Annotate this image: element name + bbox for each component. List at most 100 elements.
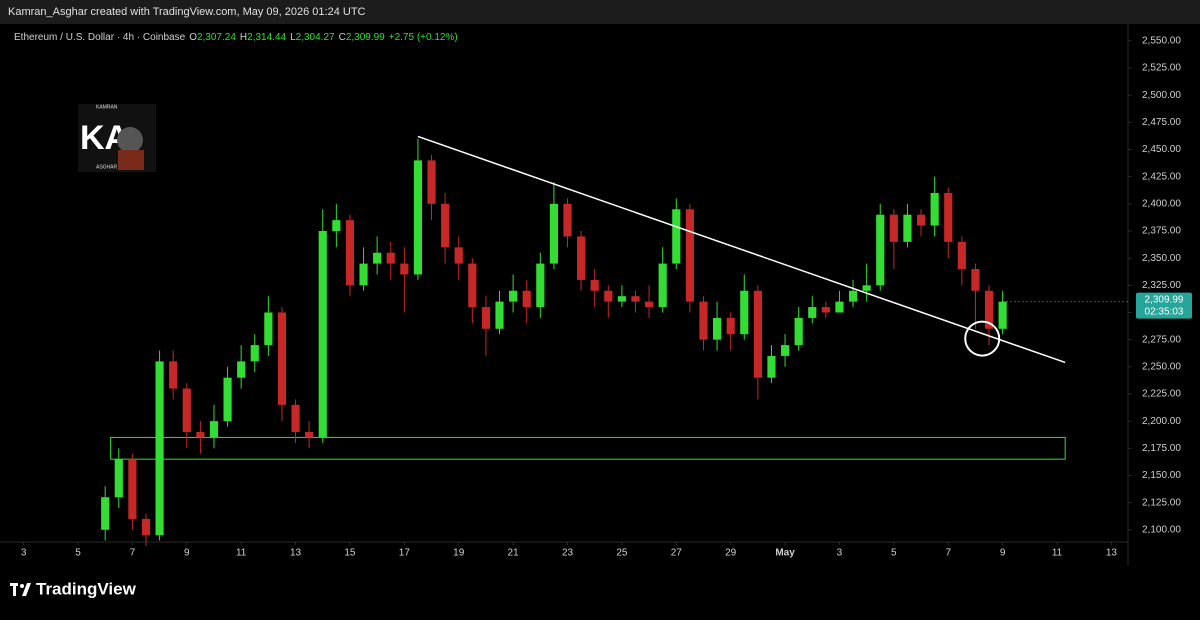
ohlc-value: 2,309.99 <box>346 32 385 43</box>
last-price-label: 2,309.99 <box>1145 294 1184 305</box>
symbol-legend: Ethereum / U.S. Dollar · 4h · Coinbase O2… <box>14 32 458 43</box>
support-zone <box>110 436 1066 460</box>
x-tick-label: 3 <box>837 548 843 559</box>
candle-body <box>509 290 518 302</box>
candle-body <box>971 269 980 291</box>
x-tick-label: 21 <box>508 548 520 559</box>
candle-body <box>903 214 912 242</box>
ohlc-value: 2,314.44 <box>247 32 286 43</box>
x-tick-label: May <box>775 548 795 559</box>
candle-body <box>767 355 776 378</box>
x-tick-label: 3 <box>21 548 27 559</box>
logo-mark <box>22 583 31 596</box>
x-tick-label: 9 <box>1000 548 1006 559</box>
watermark-bottom: ASGHAR <box>96 164 118 170</box>
watermark-top: KAMRAN <box>96 104 118 110</box>
candle-body <box>916 214 926 226</box>
candle-body <box>345 220 355 286</box>
candle-body <box>699 301 708 340</box>
candle-body <box>182 388 191 433</box>
candle-body <box>631 296 640 302</box>
candle-body <box>712 317 722 340</box>
watermark-figure-body <box>118 150 144 170</box>
symbol-title: Ethereum / U.S. Dollar · 4h · Coinbase <box>14 32 186 43</box>
candle-body <box>780 345 790 356</box>
candle-body <box>794 317 803 346</box>
ohlc-key: L <box>290 32 296 43</box>
last-price-badge <box>1136 292 1192 319</box>
candle-body <box>672 209 681 264</box>
watermark-figure <box>117 127 143 153</box>
candle-body <box>753 290 762 378</box>
ohlc-key: O <box>189 32 197 43</box>
candle-body <box>155 361 164 536</box>
caption: Kamran_Asghar created with TradingView.c… <box>8 6 366 18</box>
x-tick-label: 23 <box>562 548 574 559</box>
candle-body <box>889 214 898 242</box>
y-tick-label: 2,200.00 <box>1142 416 1181 427</box>
candle-body <box>250 345 259 362</box>
candle-body <box>223 377 232 422</box>
candle-body <box>984 290 994 329</box>
candle-body <box>413 160 423 275</box>
candle-body <box>604 290 613 302</box>
y-tick-label: 2,525.00 <box>1142 63 1181 74</box>
candle-body <box>645 301 654 308</box>
candle-body <box>277 312 287 405</box>
x-tick-label: 5 <box>891 548 897 559</box>
y-tick-label: 2,275.00 <box>1142 334 1181 345</box>
candle-body <box>305 432 314 438</box>
trendline <box>417 135 1066 364</box>
x-tick-label: 5 <box>75 548 81 559</box>
candle-body <box>930 192 939 226</box>
y-tick-label: 2,325.00 <box>1142 280 1181 291</box>
candle-body <box>617 296 626 302</box>
candle-body <box>658 263 667 308</box>
candle-body <box>114 459 123 498</box>
x-tick-label: 13 <box>290 548 302 559</box>
candle-body <box>998 301 1007 329</box>
candle-body <box>468 263 477 308</box>
candle-body <box>237 361 246 378</box>
y-tick-label: 2,100.00 <box>1142 524 1181 535</box>
x-tick-label: 7 <box>130 548 136 559</box>
candle-body <box>563 203 572 237</box>
candle-body <box>876 214 885 286</box>
candle-body <box>359 263 368 286</box>
candle-body <box>264 312 273 346</box>
y-tick-label: 2,150.00 <box>1142 470 1181 481</box>
footer-logo: TradingView <box>10 579 137 598</box>
candle-body <box>536 263 545 308</box>
logo-mark <box>13 583 16 596</box>
y-tick-label: 2,350.00 <box>1142 253 1181 264</box>
candle-body <box>427 160 436 204</box>
candle-body <box>522 290 531 308</box>
candle-body <box>590 279 599 291</box>
candle-body <box>196 432 205 438</box>
change: +2.75 (+0.12%) <box>389 32 458 43</box>
candle-body <box>386 252 395 264</box>
x-tick-label: 15 <box>344 548 356 559</box>
candle-body <box>332 220 341 232</box>
y-tick-label: 2,400.00 <box>1142 198 1181 209</box>
x-tick-label: 7 <box>945 548 951 559</box>
watermark: KAMRAN KA ASGHAR <box>78 104 156 172</box>
y-tick-label: 2,125.00 <box>1142 497 1181 508</box>
x-tick-label: 29 <box>725 548 737 559</box>
logo-mark <box>20 584 24 588</box>
candle-body <box>726 317 735 335</box>
candle-body <box>101 497 110 530</box>
candle-body <box>821 307 830 313</box>
candle-body <box>209 421 219 438</box>
candle-body <box>957 241 966 270</box>
y-tick-label: 2,375.00 <box>1142 226 1181 237</box>
y-tick-label: 2,250.00 <box>1142 361 1181 372</box>
y-tick-label: 2,175.00 <box>1142 443 1181 454</box>
symbol-legend-text: Ethereum / U.S. Dollar · 4h · Coinbase O2… <box>14 32 458 43</box>
ohlc-value: 2,307.24 <box>197 32 236 43</box>
candle-body <box>291 404 300 433</box>
x-tick-label: 11 <box>1052 548 1063 559</box>
